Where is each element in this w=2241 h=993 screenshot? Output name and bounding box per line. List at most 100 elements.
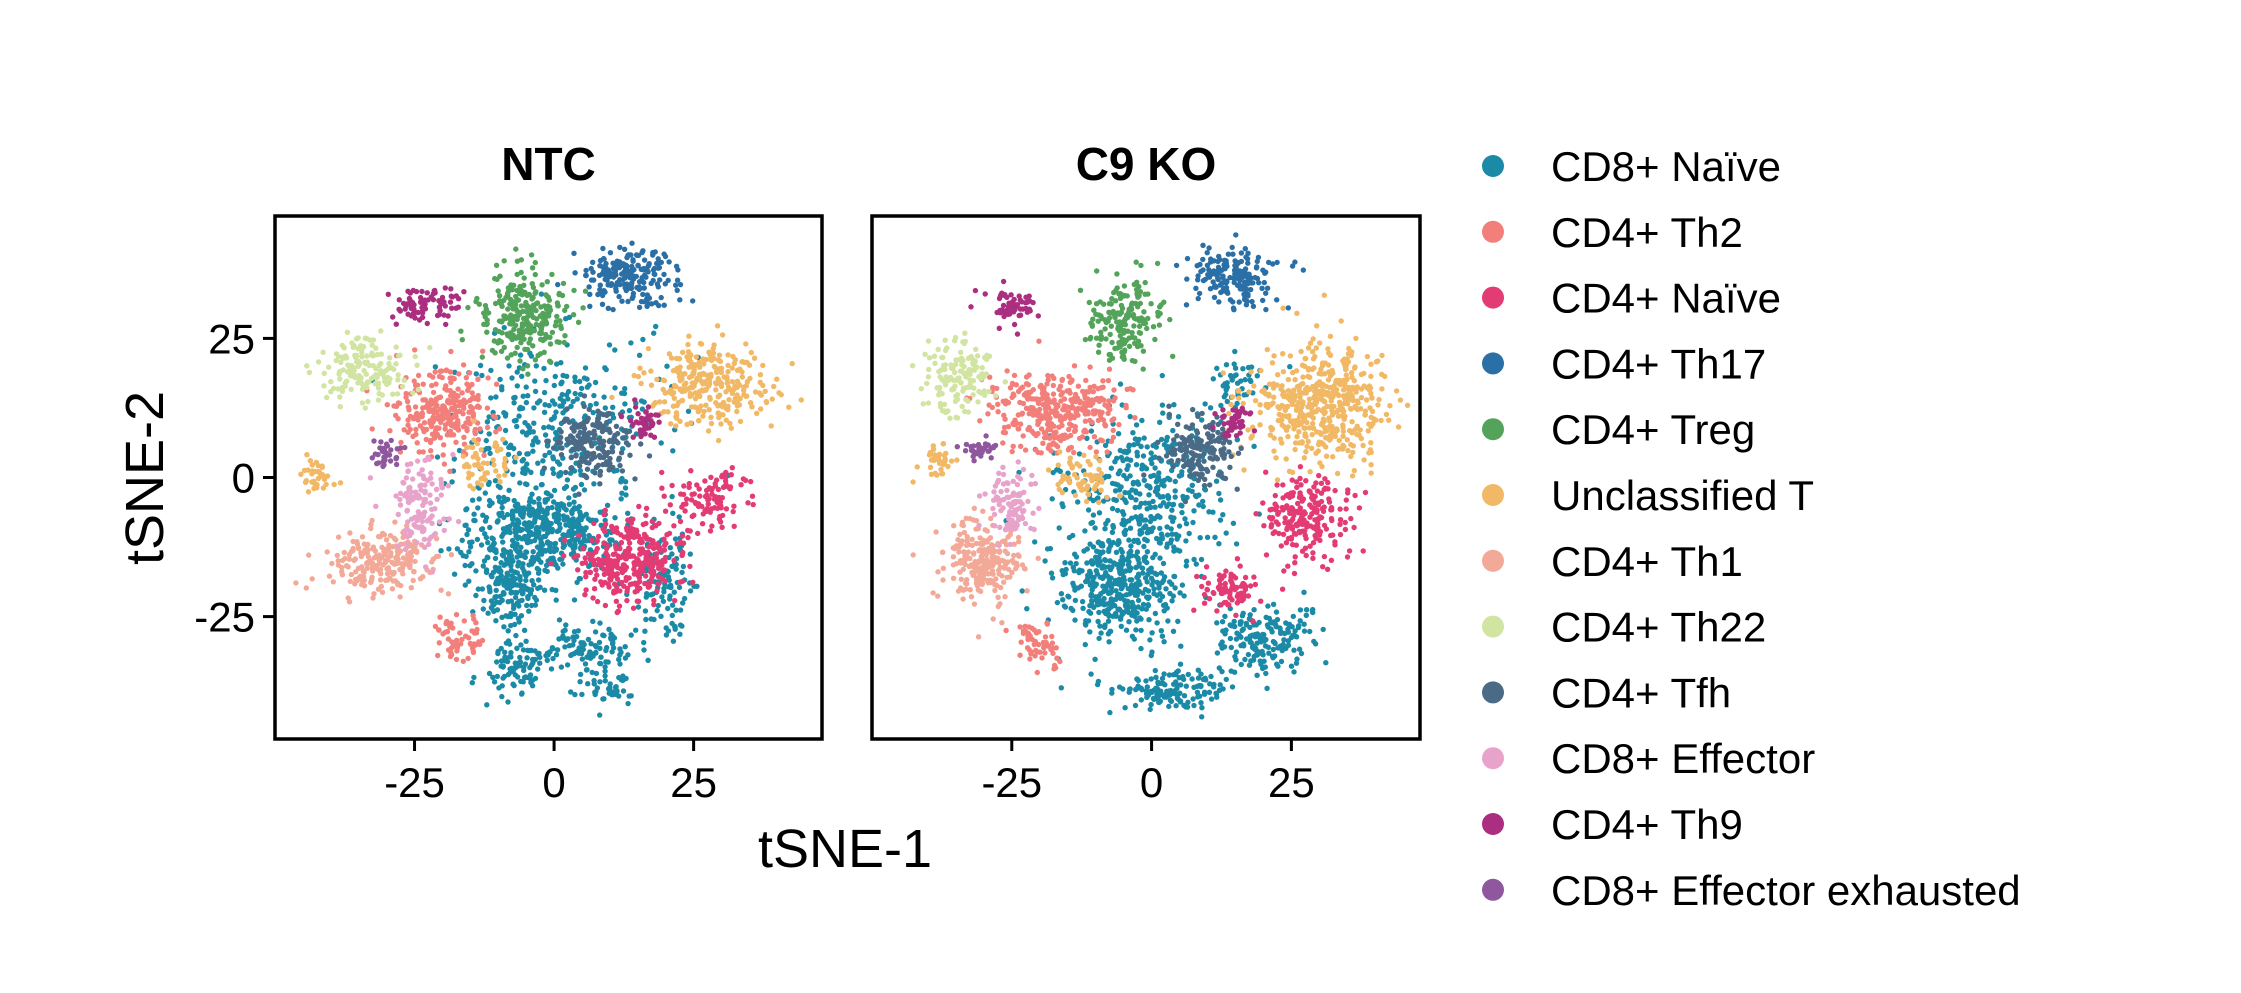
cell-point bbox=[588, 641, 594, 647]
cell-point bbox=[528, 558, 534, 564]
cell-point bbox=[1121, 597, 1128, 604]
cell-point bbox=[1088, 593, 1094, 599]
cell-point bbox=[483, 534, 490, 541]
cell-point bbox=[359, 354, 365, 360]
cell-point bbox=[411, 302, 417, 308]
cell-point bbox=[512, 594, 519, 601]
cell-point bbox=[305, 489, 312, 495]
cell-point bbox=[557, 439, 564, 446]
cell-point bbox=[681, 382, 688, 388]
cell-point bbox=[392, 519, 398, 525]
cell-point bbox=[673, 607, 679, 613]
cell-point bbox=[424, 290, 430, 296]
cell-point bbox=[428, 475, 434, 481]
cell-point bbox=[696, 486, 702, 492]
cell-point bbox=[445, 591, 452, 597]
cell-point bbox=[1106, 639, 1112, 645]
cell-point bbox=[576, 575, 582, 582]
cell-point bbox=[643, 594, 649, 600]
cell-point bbox=[361, 583, 368, 589]
cell-point bbox=[582, 365, 589, 371]
cell-point bbox=[556, 521, 563, 527]
cell-point bbox=[497, 479, 503, 485]
cell-point bbox=[1301, 589, 1307, 595]
cell-point bbox=[1121, 522, 1127, 528]
cell-point bbox=[492, 327, 499, 333]
cell-point bbox=[1214, 365, 1220, 371]
cell-point bbox=[1113, 561, 1120, 567]
cell-point bbox=[442, 386, 448, 392]
cell-point bbox=[508, 622, 514, 629]
cell-point bbox=[341, 345, 347, 351]
cell-point bbox=[521, 336, 527, 342]
cell-point bbox=[623, 262, 629, 268]
cell-point bbox=[643, 616, 649, 623]
cell-point bbox=[657, 277, 663, 283]
cell-point bbox=[1144, 549, 1151, 555]
cell-point bbox=[510, 515, 516, 522]
cell-point bbox=[473, 592, 479, 599]
cell-point bbox=[524, 540, 531, 546]
cell-point bbox=[642, 431, 648, 437]
cell-point bbox=[1239, 613, 1246, 619]
cell-point bbox=[774, 376, 780, 382]
cell-point bbox=[1195, 667, 1202, 673]
cell-point bbox=[1174, 685, 1180, 692]
cell-point bbox=[1156, 585, 1162, 591]
cell-point bbox=[723, 506, 730, 512]
cell-point bbox=[559, 379, 565, 385]
cell-point bbox=[1135, 555, 1141, 561]
cell-point bbox=[1233, 541, 1240, 547]
cell-point bbox=[324, 473, 331, 479]
cell-point bbox=[501, 324, 507, 331]
cell-point bbox=[1107, 558, 1113, 564]
cell-point bbox=[1222, 613, 1228, 619]
cell-point bbox=[1084, 560, 1090, 566]
cell-point bbox=[1285, 638, 1292, 644]
cell-point bbox=[624, 527, 630, 533]
cell-point bbox=[654, 588, 660, 594]
cell-point bbox=[560, 561, 566, 567]
cell-point bbox=[309, 468, 315, 474]
cell-point bbox=[572, 374, 578, 380]
cell-point bbox=[680, 600, 686, 606]
cell-point bbox=[447, 468, 453, 474]
cell-point bbox=[582, 592, 588, 598]
cell-point bbox=[536, 503, 543, 510]
cell-point bbox=[430, 419, 436, 425]
cell-point bbox=[502, 427, 509, 434]
cell-point bbox=[1141, 477, 1148, 483]
cell-point bbox=[548, 666, 555, 672]
cell-point bbox=[372, 548, 378, 554]
cell-point bbox=[1229, 623, 1235, 629]
cell-point bbox=[619, 298, 625, 304]
cell-point bbox=[1072, 597, 1079, 604]
cell-point bbox=[554, 361, 560, 367]
cell-point bbox=[410, 416, 417, 422]
cell-point bbox=[524, 451, 530, 457]
cell-point bbox=[617, 281, 623, 288]
cell-point bbox=[725, 369, 731, 375]
cell-point bbox=[1124, 449, 1130, 456]
cell-point bbox=[521, 664, 527, 670]
cell-point bbox=[1232, 365, 1239, 371]
cell-point bbox=[768, 423, 774, 429]
cell-point bbox=[390, 314, 396, 320]
cell-point bbox=[1100, 598, 1106, 604]
cell-point bbox=[378, 328, 384, 334]
cell-point bbox=[1157, 514, 1163, 520]
cell-point bbox=[484, 460, 491, 467]
cell-point bbox=[613, 684, 619, 690]
cell-point bbox=[411, 308, 417, 314]
cell-point bbox=[496, 511, 502, 517]
cell-point bbox=[406, 407, 412, 413]
cell-point bbox=[385, 366, 392, 372]
cell-point bbox=[693, 354, 699, 360]
cell-point bbox=[614, 609, 620, 616]
cell-point bbox=[443, 321, 449, 328]
cell-point bbox=[485, 310, 492, 316]
cell-point bbox=[469, 390, 475, 396]
cell-point bbox=[483, 567, 490, 573]
cell-point bbox=[524, 533, 530, 540]
